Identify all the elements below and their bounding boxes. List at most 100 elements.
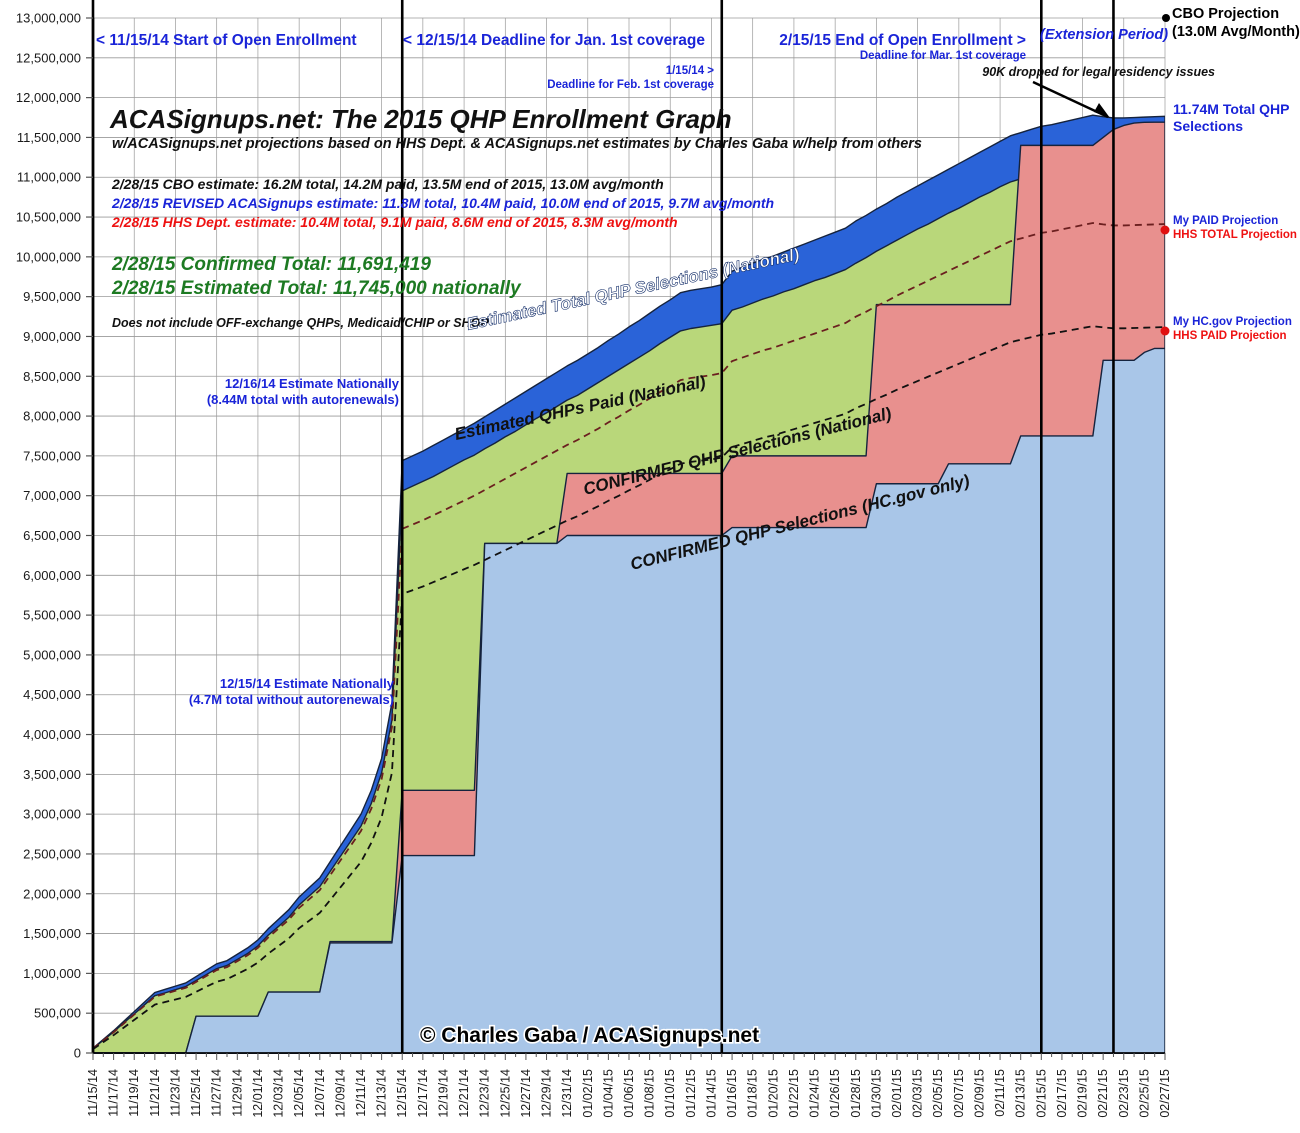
x-tick-label: 01/04/15: [601, 1069, 615, 1118]
x-tick-label: 02/07/15: [952, 1069, 966, 1118]
x-tick-label: 11/21/14: [148, 1069, 162, 1117]
x-tick-label: 12/07/14: [313, 1069, 327, 1118]
x-tick-label: 01/30/15: [869, 1069, 883, 1118]
x-tick-label: 02/05/15: [931, 1069, 945, 1118]
annotation-1215-estimate-line2: (4.7M total without autorenewals): [189, 692, 394, 707]
y-tick-label: 8,000,000: [23, 409, 81, 424]
x-tick-label: 12/27/14: [519, 1069, 533, 1118]
annotation-feb-1-deadline-date: 1/15/14 >: [666, 65, 715, 77]
x-tick-label: 12/31/14: [560, 1069, 574, 1118]
x-tick-label: 12/15/14: [395, 1069, 409, 1118]
x-tick-label: 01/18/15: [746, 1069, 760, 1118]
y-tick-label: 2,500,000: [23, 846, 81, 861]
x-tick-label: 12/11/14: [354, 1069, 368, 1117]
y-tick-label: 1,500,000: [23, 926, 81, 941]
x-tick-label: 12/03/14: [272, 1069, 286, 1118]
x-tick-label: 02/23/15: [1117, 1069, 1131, 1118]
projection-line-paid: [93, 222, 1165, 1050]
y-tick-label: 9,500,000: [23, 289, 81, 304]
y-tick-label: 10,000,000: [16, 249, 81, 264]
x-tick-label: 01/20/15: [766, 1069, 780, 1118]
annotation-total-qhp-line2: Selections: [1173, 118, 1243, 134]
annotation-1215-estimate-line1: 12/15/14 Estimate Nationally: [220, 676, 395, 691]
x-tick-label: 02/17/15: [1055, 1069, 1069, 1118]
x-tick-label: 02/09/15: [972, 1069, 986, 1118]
x-tick-label: 12/25/14: [498, 1069, 512, 1118]
y-tick-label: 5,500,000: [23, 608, 81, 623]
x-tick-label: 02/03/15: [911, 1069, 925, 1118]
x-tick-label: 02/25/15: [1137, 1069, 1151, 1118]
y-tick-label: 4,000,000: [23, 727, 81, 742]
cbo-projection-dot: [1162, 14, 1170, 22]
estimate-line-cbo: 2/28/15 CBO estimate: 16.2M total, 14.2M…: [111, 176, 664, 192]
x-tick-label: 01/22/15: [787, 1069, 801, 1118]
x-tick-label: 12/13/14: [375, 1069, 389, 1118]
x-tick-label: 01/08/15: [643, 1069, 657, 1118]
annotation-dropped-residency: 90K dropped for legal residency issues: [982, 65, 1215, 79]
x-tick-label: 02/27/15: [1158, 1069, 1172, 1118]
annotation-1216-estimate-line2: (8.44M total with autorenewals): [207, 392, 399, 407]
projection-line-hcgov: [93, 325, 1165, 1050]
y-tick-label: 8,500,000: [23, 369, 81, 384]
annotation-1216-estimate-line1: 12/16/14 Estimate Nationally: [225, 376, 400, 391]
x-tick-label: 02/13/15: [1014, 1069, 1028, 1118]
x-tick-label: 11/15/14: [86, 1069, 100, 1117]
annotation-end-open-enrollment: 2/15/15 End of Open Enrollment >: [779, 32, 1026, 49]
x-tick-label: 11/23/14: [168, 1069, 182, 1117]
y-tick-label: 1,000,000: [23, 966, 81, 981]
estimate-line-acasignups: 2/28/15 REVISED ACASignups estimate: 11.…: [111, 195, 774, 211]
estimated-total-text: 2/28/15 Estimated Total: 11,745,000 nati…: [111, 278, 522, 299]
x-tick-label: 12/23/14: [478, 1069, 492, 1118]
page-title: ACASignups.net: The 2015 QHP Enrollment …: [109, 104, 732, 134]
y-tick-label: 11,500,000: [17, 130, 81, 145]
y-tick-label: 10,500,000: [16, 210, 81, 225]
projection-dashed-lines: [93, 222, 1165, 1050]
x-tick-label: 01/24/15: [808, 1069, 822, 1118]
paid-projection-endpoint-dot: [1160, 225, 1170, 235]
x-tick-label: 02/15/15: [1034, 1069, 1048, 1118]
y-tick-label: 12,500,000: [16, 50, 81, 65]
x-tick-label: 01/06/15: [622, 1069, 636, 1118]
x-tick-label: 11/19/14: [127, 1069, 141, 1117]
dropped-residency-arrow: [1032, 80, 1110, 119]
y-tick-label: 6,000,000: [23, 568, 81, 583]
annotation-extension-period: (Extension Period): [1040, 27, 1168, 43]
annotation-start-open-enrollment: < 11/15/14 Start of Open Enrollment: [96, 32, 357, 49]
y-tick-label: 13,000,000: [16, 11, 81, 26]
x-tick-label: 12/29/14: [540, 1069, 554, 1118]
x-tick-label: 02/11/15: [993, 1069, 1007, 1117]
y-tick-label: 500,000: [34, 1006, 81, 1021]
x-tick-label: 12/21/14: [457, 1069, 471, 1118]
y-tick-label: 3,000,000: [23, 807, 81, 822]
x-tick-label: 12/05/14: [292, 1069, 306, 1118]
y-tick-label: 3,500,000: [23, 767, 81, 782]
x-tick-label: 12/01/14: [251, 1069, 265, 1118]
annotation-cbo-projection-rate: (13.0M Avg/Month): [1172, 24, 1300, 40]
annotation-my-paid-projection: My PAID Projection: [1173, 215, 1278, 227]
annotation-mar-1-deadline: Deadline for Mar. 1st coverage: [860, 50, 1026, 62]
x-tick-label: 02/19/15: [1076, 1069, 1090, 1118]
x-tick-label: 11/17/14: [107, 1069, 121, 1117]
y-tick-label: 7,500,000: [23, 448, 81, 463]
y-tick-label: 12,000,000: [16, 90, 81, 105]
page-subtitle: w/ACASignups.net projections based on HH…: [112, 136, 922, 152]
disclaimer-text: Does not include OFF-exchange QHPs, Medi…: [112, 316, 489, 330]
annotation-feb-1-deadline-text: Deadline for Feb. 1st coverage: [547, 79, 714, 91]
hcgov-projection-endpoint-dot: [1160, 326, 1170, 336]
y-tick-label: 5,000,000: [23, 647, 81, 662]
annotation-hhs-paid-projection: HHS PAID Projection: [1173, 330, 1287, 342]
copyright-text: © Charles Gaba / ACASignups.net: [420, 1024, 759, 1047]
y-tick-label: 7,000,000: [23, 488, 81, 503]
y-tick-label: 2,000,000: [23, 886, 81, 901]
x-tick-label: 12/19/14: [436, 1069, 450, 1118]
annotation-jan-1-deadline: < 12/15/14 Deadline for Jan. 1st coverag…: [403, 32, 705, 49]
x-tick-label: 01/28/15: [849, 1069, 863, 1118]
x-tick-label: 01/14/15: [704, 1069, 718, 1118]
x-tick-label: 11/29/14: [230, 1069, 244, 1117]
x-tick-label: 01/12/15: [684, 1069, 698, 1118]
x-tick-label: 11/25/14: [189, 1069, 203, 1117]
annotation-my-hcgov-projection: My HC.gov Projection: [1173, 316, 1292, 328]
estimate-line-hhs: 2/28/15 HHS Dept. estimate: 10.4M total,…: [111, 214, 678, 230]
